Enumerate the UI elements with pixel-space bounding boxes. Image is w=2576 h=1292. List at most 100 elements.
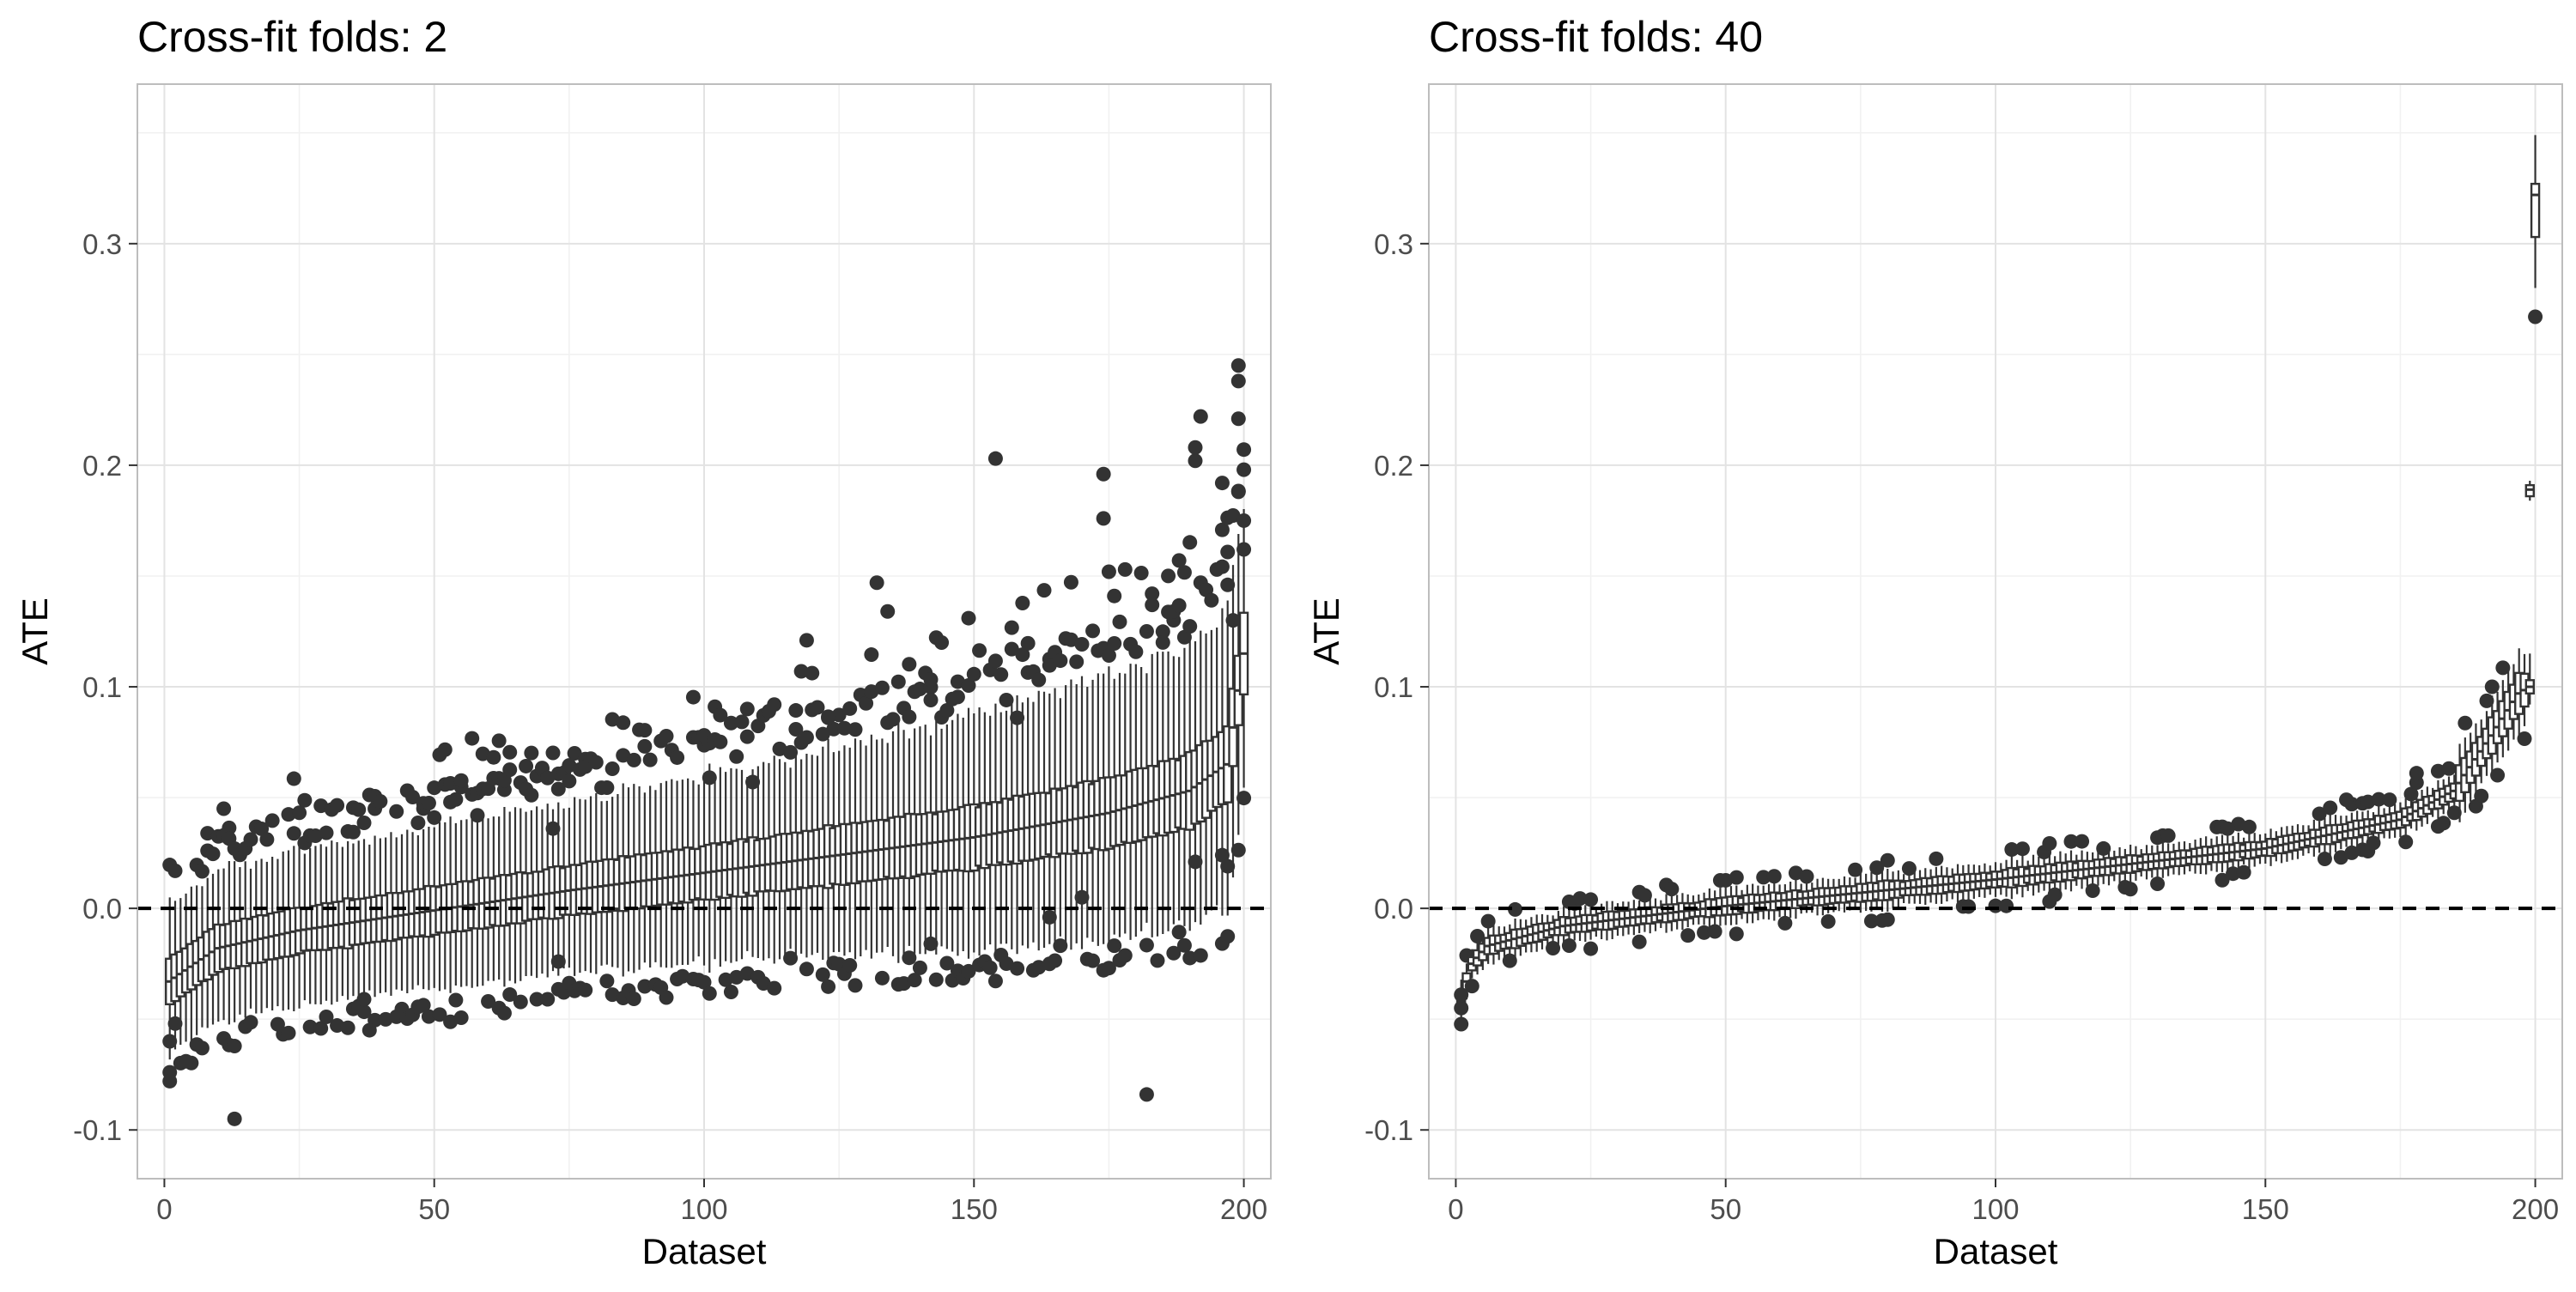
box-dataset-23 <box>281 807 296 1040</box>
outlier-point <box>1766 869 1782 884</box>
outlier-point <box>1230 842 1246 858</box>
outlier-point <box>356 992 372 1007</box>
outlier-point <box>1961 899 1977 914</box>
outlier-point <box>1053 938 1068 954</box>
outlier-point <box>1777 915 1793 931</box>
box-dataset-199 <box>2524 653 2535 705</box>
box-dataset-177 <box>1112 614 1127 968</box>
outlier-point <box>491 733 507 749</box>
outlier-point <box>934 635 950 651</box>
outlier-point <box>1150 953 1165 968</box>
outlier-point <box>799 633 814 648</box>
box-dataset-38 <box>361 787 377 991</box>
x-tick-label: 50 <box>418 1193 450 1225</box>
outlier-point <box>810 700 825 715</box>
outlier-point <box>1004 641 1019 657</box>
outlier-point <box>793 664 809 679</box>
outlier-point <box>885 712 901 727</box>
outlier-point <box>848 722 863 737</box>
y-tick-label: 0.2 <box>1374 450 1413 482</box>
outlier-point <box>626 752 641 767</box>
box-dataset-16 <box>243 832 258 1030</box>
outlier-point <box>1036 583 1052 598</box>
outlier-point <box>281 1025 296 1040</box>
outlier-point <box>286 771 301 786</box>
outlier-point <box>939 702 955 718</box>
outlier-point <box>902 657 917 672</box>
box-dataset-28 <box>307 828 323 1004</box>
outlier-point <box>993 667 1009 682</box>
outlier-point <box>1101 564 1116 579</box>
outlier-point <box>907 973 922 988</box>
outlier-point <box>1101 648 1116 664</box>
outlier-point <box>2398 834 2414 850</box>
outlier-point <box>259 832 275 847</box>
y-axis-label: ATE <box>1306 597 1346 665</box>
outlier-point <box>502 744 518 760</box>
outlier-point <box>821 710 836 725</box>
outlier-point <box>642 752 658 767</box>
outlier-point <box>637 723 653 738</box>
outlier-point <box>513 994 528 1010</box>
box-dataset-86 <box>621 787 636 998</box>
outlier-point <box>1470 929 1485 944</box>
outlier-point <box>616 715 631 731</box>
outlier-point <box>1182 535 1198 550</box>
box-dataset-145 <box>939 702 955 971</box>
outlier-point <box>1112 614 1127 629</box>
y-tick-label: -0.1 <box>1364 1114 1413 1146</box>
x-tick-label: 150 <box>951 1193 998 1225</box>
outlier-point <box>987 974 1003 989</box>
outlier-point <box>519 758 534 773</box>
box-dataset-196 <box>1214 522 1230 951</box>
outlier-point <box>2075 834 2090 849</box>
outlier-point <box>729 749 744 764</box>
outlier-point <box>599 779 615 795</box>
outlier-point <box>524 787 539 803</box>
outlier-point <box>2403 786 2419 802</box>
outlier-point <box>1063 574 1078 590</box>
outlier-point <box>2474 788 2489 804</box>
outlier-point <box>502 762 518 778</box>
box-dataset-144 <box>2226 835 2241 882</box>
outlier-point <box>1230 484 1246 500</box>
outlier-point <box>767 980 782 996</box>
box-dataset-108 <box>739 701 755 981</box>
outlier-point <box>550 781 566 797</box>
outlier-point <box>330 798 345 813</box>
outlier-point <box>902 950 917 966</box>
outlier-point <box>1176 937 1192 953</box>
outlier-point <box>1929 851 1944 866</box>
outlier-point <box>2160 828 2176 843</box>
box-dataset-40 <box>373 793 388 993</box>
outlier-point <box>1572 891 1588 907</box>
box-dataset-9 <box>205 846 221 1025</box>
outlier-point <box>1637 888 1652 903</box>
outlier-point <box>1236 462 1252 477</box>
outlier-point <box>1155 624 1170 640</box>
x-tick-label: 100 <box>1971 1193 2019 1225</box>
outlier-point <box>1048 953 1063 968</box>
box-dataset-147 <box>2241 819 2257 869</box>
outlier-point <box>767 697 782 713</box>
x-tick-label: 0 <box>156 1193 172 1225</box>
outlier-point <box>1236 513 1252 528</box>
outlier-point <box>2371 792 2386 807</box>
outlier-point <box>292 805 307 821</box>
outlier-point <box>1480 913 1496 929</box>
outlier-point <box>1107 635 1122 651</box>
outlier-point <box>1010 961 1025 976</box>
outlier-point <box>356 816 372 831</box>
outlier-point <box>1230 411 1246 427</box>
outlier-point <box>1161 568 1176 584</box>
outlier-point <box>966 666 981 682</box>
box-iqr <box>2530 182 2541 239</box>
outlier-point <box>1133 566 1149 581</box>
outlier-point <box>319 1009 334 1024</box>
box-dataset-20 <box>264 813 280 1011</box>
box-dataset-148 <box>956 717 971 986</box>
outlier-point <box>1901 861 1917 876</box>
outlier-point <box>702 986 717 1001</box>
y-tick-label: 0.0 <box>1374 893 1413 925</box>
x-tick-label: 200 <box>2512 1193 2559 1225</box>
